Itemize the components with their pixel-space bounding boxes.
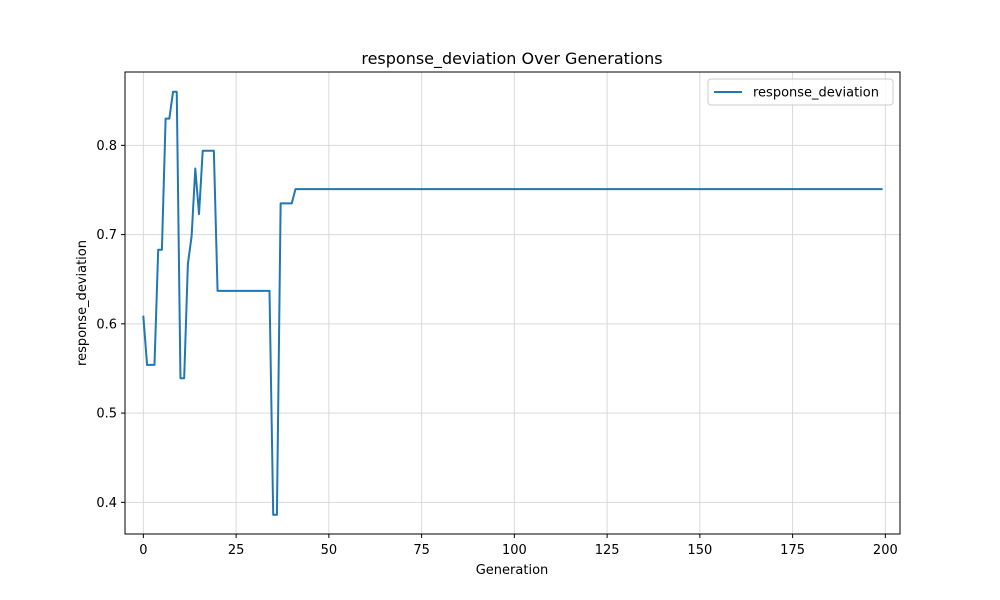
x-tick-label: 0 xyxy=(139,543,147,558)
y-tick-label: 0.4 xyxy=(96,496,117,511)
x-tick-label: 200 xyxy=(873,543,898,558)
x-tick-label: 100 xyxy=(502,543,527,558)
x-axis-label: Generation xyxy=(476,563,549,578)
y-tick-label: 0.8 xyxy=(96,139,117,154)
x-tick-label: 25 xyxy=(228,543,245,558)
y-axis-label: response_deviation xyxy=(75,240,90,366)
legend: response_deviation xyxy=(707,78,894,106)
x-tick-label: 125 xyxy=(595,543,620,558)
y-tick-label: 0.7 xyxy=(96,228,117,243)
y-tick-label: 0.6 xyxy=(96,317,117,332)
x-tick-label: 175 xyxy=(780,543,805,558)
series-layer xyxy=(142,90,883,516)
legend-box xyxy=(707,78,894,106)
plot-area-frame xyxy=(124,71,901,535)
y-tick-label: 0.5 xyxy=(96,407,117,422)
series-line-response-deviation xyxy=(142,90,883,516)
legend-label-response-deviation: response_deviation xyxy=(753,86,879,101)
axis-ticks: 0 25 50 75 100 125 150 175 200 0.4 0.5 0.6 0.7 0.8 xyxy=(96,139,897,558)
x-tick-label: 75 xyxy=(413,543,430,558)
chart-title: response_deviation Over Generations xyxy=(361,49,662,69)
grid xyxy=(125,72,900,534)
x-tick-label: 150 xyxy=(687,543,712,558)
x-tick-label: 50 xyxy=(321,543,338,558)
